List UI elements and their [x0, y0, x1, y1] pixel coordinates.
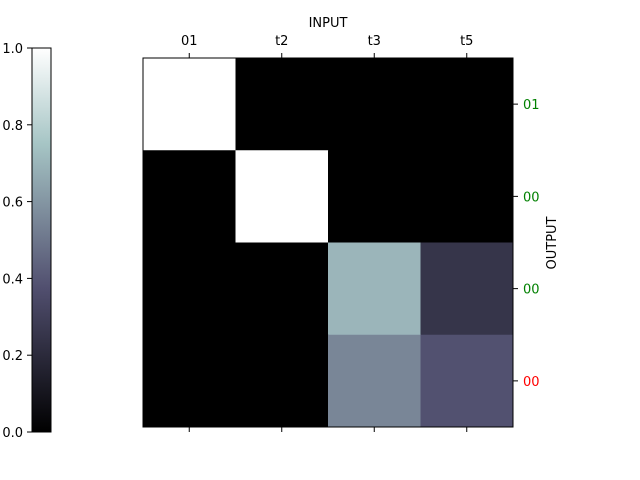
x-axis-title: INPUT — [309, 16, 348, 31]
heatmap-cell — [143, 334, 236, 428]
heatmap-cell — [420, 150, 514, 243]
x-tick-label: t2 — [275, 34, 288, 49]
y-axis-ticks: 01 00 00 00 — [513, 98, 540, 390]
heatmap-cell — [235, 150, 329, 243]
heatmap-cell — [420, 58, 514, 151]
colorbar-tick-label: 0.8 — [2, 119, 23, 134]
colorbar-ticks: 0.0 0.2 0.4 0.6 0.8 1.0 — [2, 42, 32, 441]
x-axis-ticks: 01 t2 t3 t5 — [181, 34, 473, 58]
colorbar-tick-label: 0.4 — [2, 272, 23, 287]
heatmap-cell — [235, 242, 329, 336]
colorbar-tick-label: 0.2 — [2, 349, 23, 364]
heatmap-cell — [235, 334, 329, 428]
x-tick-label: 01 — [181, 34, 198, 49]
x-tick-label: t5 — [460, 34, 473, 49]
heatmap-cell — [328, 242, 421, 336]
y-tick-label: 00 — [523, 375, 540, 390]
y-tick-label: 00 — [523, 283, 540, 298]
heatmap-cell — [235, 58, 329, 151]
y-axis-title: OUTPUT — [545, 216, 560, 269]
colorbar-tick-label: 0.0 — [2, 426, 23, 441]
x-axis-bottom-ticks — [188, 427, 468, 432]
y-tick-label: 00 — [523, 190, 540, 205]
x-tick-label: t3 — [368, 34, 381, 49]
colorbar: 0.0 0.2 0.4 0.6 0.8 1.0 — [2, 42, 52, 441]
heatmap-cell — [328, 58, 421, 151]
y-tick-label: 01 — [523, 98, 540, 113]
heatmap-cell — [420, 334, 514, 428]
heatmap-cell — [328, 334, 421, 428]
heatmap-cell — [328, 150, 421, 243]
colorbar-tick-label: 1.0 — [2, 42, 23, 57]
heatmap-cells — [143, 58, 514, 428]
heatmap-cell — [143, 150, 236, 243]
colorbar-gradient — [31, 47, 52, 433]
heatmap-cell — [420, 242, 514, 336]
heatmap-cell — [143, 242, 236, 336]
heatmap-cell — [143, 58, 236, 151]
heatmap-frame — [142, 57, 514, 428]
colorbar-tick-label: 0.6 — [2, 196, 23, 211]
